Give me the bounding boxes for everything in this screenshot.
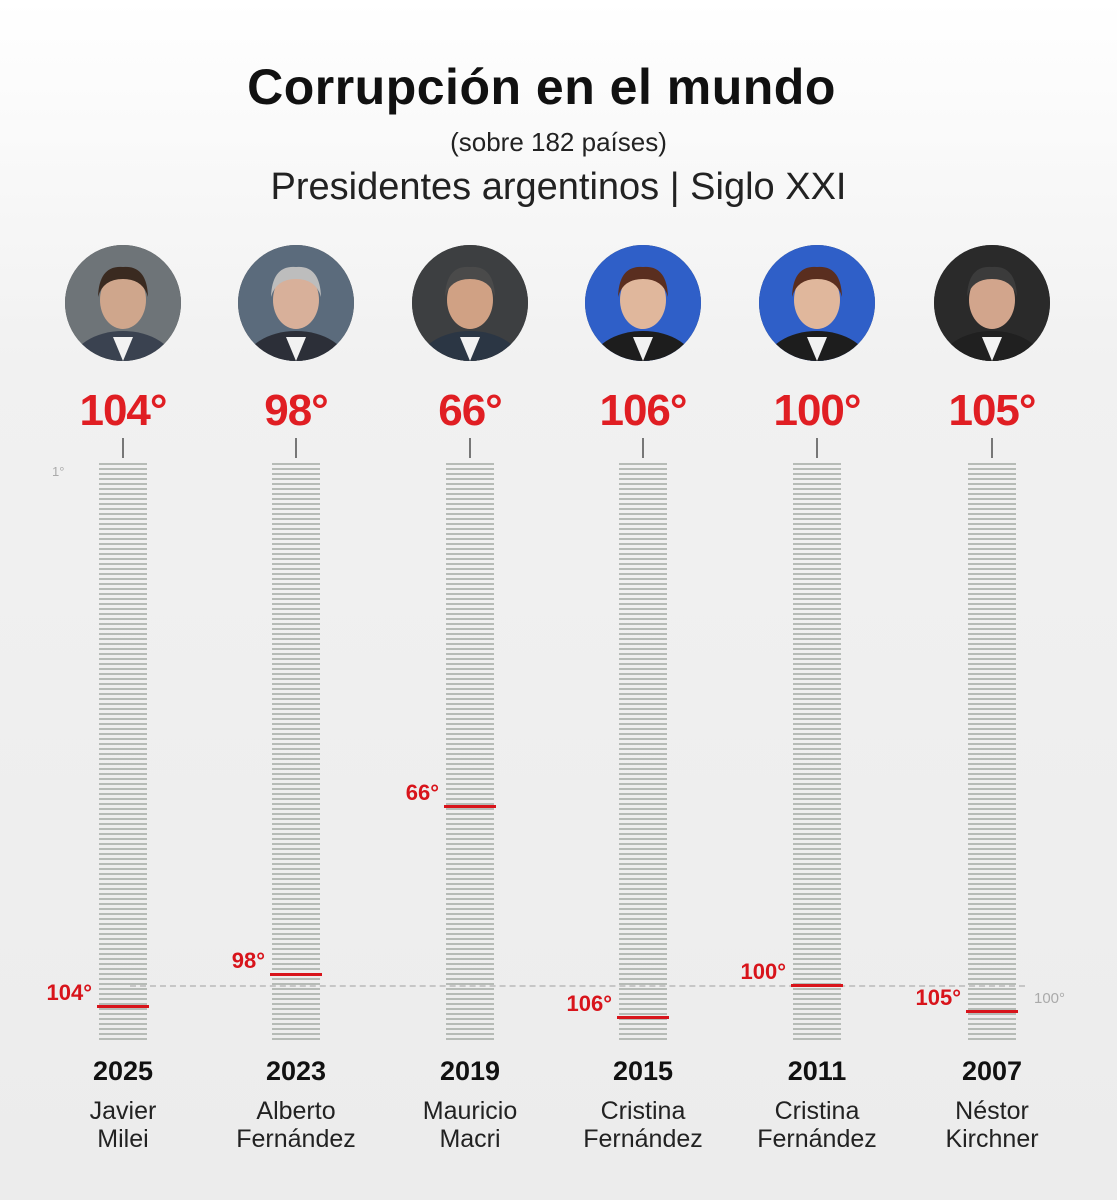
rank-tick (295, 438, 297, 458)
rank-marker (617, 1015, 669, 1019)
president-last-name: Milei (97, 1125, 149, 1153)
rank-tick (122, 438, 124, 458)
president-last-name: Fernández (236, 1125, 356, 1153)
rank-value: 100° (773, 386, 861, 435)
president-first-name: Alberto (256, 1097, 336, 1125)
president-name: Cristina Fernández (543, 1097, 743, 1153)
rank-tick (816, 438, 818, 458)
president-name: Néstor Kirchner (892, 1097, 1092, 1153)
year-label: 2007 (961, 1056, 1023, 1086)
president-first-name: Cristina (600, 1097, 686, 1125)
president-column: 98° 98° 2023 Alberto Fernández (196, 0, 396, 1200)
reference-label: 100° (1034, 990, 1066, 1007)
rank-tick (991, 438, 993, 458)
reference-line (130, 985, 1025, 987)
rank-scale (619, 463, 667, 1041)
avatar (934, 245, 1050, 361)
rank-value: 98° (264, 386, 329, 435)
rank-marker (270, 973, 322, 977)
president-first-name: Javier (89, 1097, 157, 1125)
rank-marker-label: 104° (46, 980, 92, 1006)
rank-value: 66° (438, 386, 503, 435)
president-first-name: Cristina (774, 1097, 860, 1125)
rank-marker-label: 106° (566, 990, 612, 1016)
president-name: Javier Milei (23, 1097, 223, 1153)
president-last-name: Kirchner (945, 1125, 1039, 1153)
rank-scale (446, 463, 494, 1041)
rank-tick (469, 438, 471, 458)
president-name: Cristina Fernández (717, 1097, 917, 1153)
president-first-name: Mauricio (422, 1097, 518, 1125)
president-column: 100° 100° 2011 Cristina Fernández (717, 0, 917, 1200)
chart-subtitle-secondary: Presidentes argentinos | Siglo XXI (270, 166, 847, 208)
year-label: 2015 (612, 1056, 674, 1086)
president-last-name: Macri (439, 1125, 501, 1153)
rank-value: 104° (79, 386, 167, 435)
president-column: 104° 104° 2025 Javier Milei (23, 0, 223, 1200)
rank-value: 106° (599, 386, 687, 435)
president-column: 106° 106° 2015 Cristina Fernández (543, 0, 743, 1200)
rank-scale (272, 463, 320, 1041)
chart-title: Corrupción en el mundo (247, 59, 836, 115)
avatar (238, 245, 354, 361)
president-column: 66° 66° 2019 Mauricio Macri (370, 0, 570, 1200)
rank-marker-label: 105° (915, 985, 961, 1011)
president-name: Alberto Fernández (196, 1097, 396, 1153)
avatar (585, 245, 701, 361)
chart-subtitle: (sobre 182 países) (450, 127, 667, 157)
rank-value: 105° (948, 386, 1036, 435)
avatar (759, 245, 875, 361)
president-first-name: Néstor (955, 1097, 1029, 1125)
year-label: 2011 (787, 1056, 847, 1086)
president-name: Mauricio Macri (370, 1097, 570, 1153)
rank-marker-label: 98° (231, 948, 265, 974)
rank-scale (793, 463, 841, 1041)
president-last-name: Fernández (583, 1125, 703, 1153)
president-last-name: Fernández (757, 1125, 877, 1153)
rank-scale (99, 463, 147, 1041)
rank-marker (97, 1005, 149, 1009)
year-label: 2019 (439, 1056, 501, 1086)
year-label: 2025 (92, 1056, 154, 1086)
year-label: 2023 (265, 1056, 327, 1086)
avatar (412, 245, 528, 361)
rank-marker (791, 984, 843, 987)
axis-top-label: 1° (52, 464, 65, 479)
president-column: 105° 105° 2007 Néstor Kirchner (892, 0, 1092, 1200)
rank-marker-label: 66° (405, 779, 439, 805)
rank-tick (642, 438, 644, 458)
rank-marker (444, 804, 496, 808)
rank-marker (966, 1010, 1018, 1014)
avatar (65, 245, 181, 361)
rank-marker-label: 100° (740, 959, 786, 984)
rank-scale (968, 463, 1016, 1041)
